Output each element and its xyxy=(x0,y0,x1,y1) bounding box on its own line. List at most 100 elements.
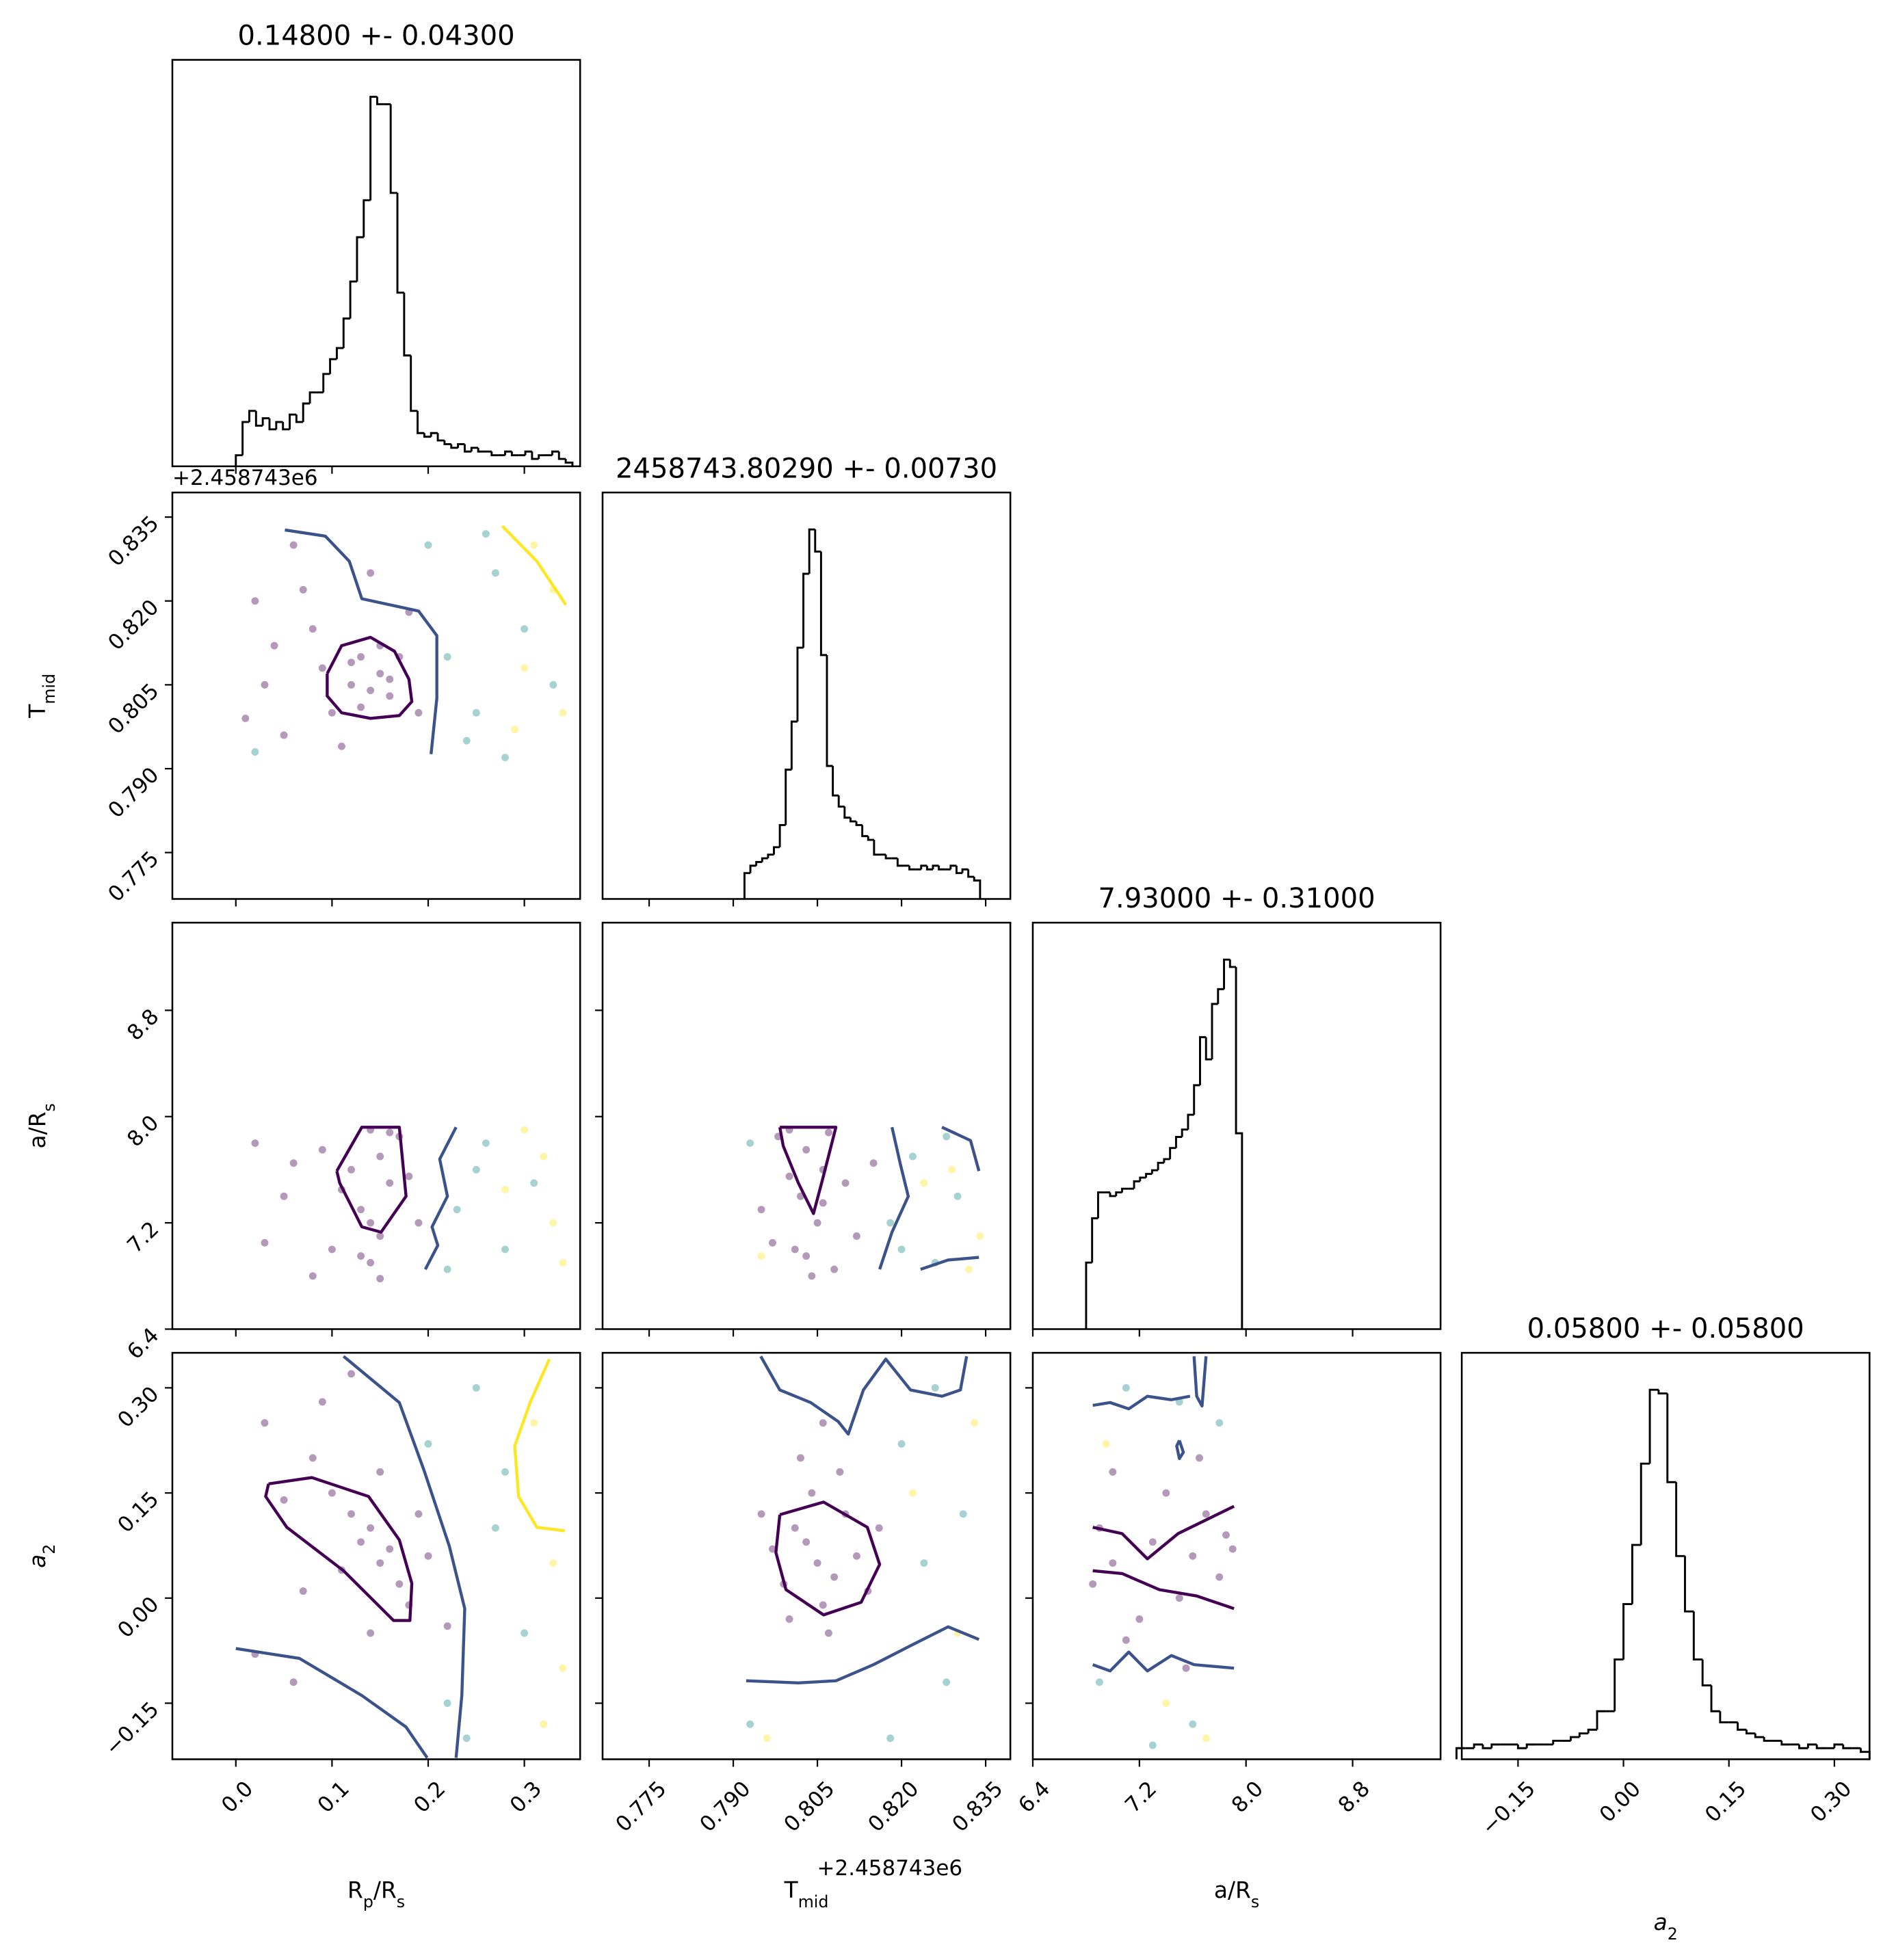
hist-step xyxy=(430,432,438,437)
sample-point xyxy=(768,1545,776,1553)
sample-point xyxy=(897,1245,906,1254)
sample-point xyxy=(1109,1468,1117,1476)
sample-point xyxy=(357,1538,365,1546)
sample-point xyxy=(367,1258,375,1267)
hist-step xyxy=(443,440,451,445)
sample-point xyxy=(785,1615,793,1623)
hist-step xyxy=(289,413,297,429)
x-tick-label: 0.790 xyxy=(695,1777,755,1837)
contour xyxy=(235,1647,429,1759)
sample-point xyxy=(909,1489,917,1497)
hist-step xyxy=(1815,1744,1826,1749)
hist-step xyxy=(1174,1136,1183,1148)
hist-step xyxy=(949,864,957,870)
sample-point xyxy=(280,1496,288,1504)
sample-point xyxy=(1122,1383,1130,1392)
sample-point xyxy=(948,1165,956,1174)
hist-step xyxy=(356,236,364,282)
hist-step xyxy=(450,444,458,449)
sample-point xyxy=(791,1524,799,1532)
hist-step xyxy=(241,421,250,455)
hist-step xyxy=(376,96,384,105)
hist-step xyxy=(1648,1388,1659,1464)
hist-step xyxy=(1842,1744,1852,1749)
offset-text: +2.458743e6 xyxy=(172,466,318,490)
contour xyxy=(920,1256,979,1271)
contour xyxy=(746,1625,980,1684)
sample-point xyxy=(943,1133,951,1141)
hist-step xyxy=(761,857,768,862)
sample-point xyxy=(1102,1440,1110,1448)
hist-step xyxy=(773,846,780,855)
hist-step xyxy=(896,858,904,867)
sample-point xyxy=(472,1383,480,1392)
axis-label-part: p xyxy=(363,1892,373,1911)
axis-label-part: 2 xyxy=(40,1544,59,1554)
sample-point xyxy=(530,541,538,549)
sample-point xyxy=(819,1601,827,1609)
sample-point xyxy=(347,1510,355,1518)
sample-point xyxy=(261,1419,269,1427)
sample-point xyxy=(511,726,519,734)
sample-point xyxy=(1162,1699,1170,1707)
hist-step xyxy=(1109,1192,1116,1197)
sample-point xyxy=(367,687,375,695)
hist-step xyxy=(1096,1191,1105,1219)
hist-step xyxy=(867,836,874,841)
hist-step xyxy=(1710,1685,1720,1712)
sample-point xyxy=(328,1245,336,1254)
sample-point xyxy=(491,1524,499,1532)
hist-step xyxy=(767,853,774,859)
hist-step xyxy=(504,450,512,455)
hist-step xyxy=(1204,1037,1213,1061)
hist-step xyxy=(873,840,880,856)
sample-point xyxy=(491,569,499,577)
y-tick-label: 0.820 xyxy=(103,595,163,655)
x-tick-label: 0.805 xyxy=(779,1777,839,1837)
hist-step xyxy=(778,823,786,847)
sample-point xyxy=(530,1419,538,1427)
sample-point xyxy=(472,708,480,717)
sample-point xyxy=(462,737,471,745)
contour xyxy=(878,1126,910,1270)
sample-point xyxy=(802,1145,811,1154)
hist-step xyxy=(282,422,290,431)
hist-step xyxy=(1482,1744,1492,1749)
hist-step xyxy=(1692,1611,1703,1661)
hist-step xyxy=(1806,1743,1817,1749)
sample-point xyxy=(521,1629,529,1637)
contour xyxy=(1092,1650,1235,1673)
contour xyxy=(1175,1440,1185,1461)
sample-point xyxy=(501,1468,509,1476)
x-axis-label: a/Rs xyxy=(1214,1877,1259,1911)
panel-title: 0.14800 +- 0.04300 xyxy=(238,21,515,52)
sample-point xyxy=(931,1383,939,1392)
hist-step xyxy=(755,861,763,866)
hist-step xyxy=(1675,1482,1685,1557)
hist-step xyxy=(1754,1733,1765,1738)
hist-step xyxy=(819,551,828,657)
sample-point xyxy=(376,1232,384,1240)
sample-point xyxy=(953,1192,962,1200)
sample-point xyxy=(1215,1419,1224,1427)
sample-point xyxy=(559,1664,567,1672)
hist-step xyxy=(832,765,839,797)
contour xyxy=(1192,1356,1208,1408)
hist-step xyxy=(524,450,532,455)
sample-point xyxy=(308,625,317,633)
sample-point xyxy=(530,1179,538,1187)
panel-frame xyxy=(171,59,581,468)
hist-step xyxy=(302,402,311,423)
axis-label-part: a/R xyxy=(25,1112,51,1149)
sample-point xyxy=(357,1252,365,1260)
sample-point xyxy=(808,1272,816,1280)
contour xyxy=(1092,1394,1191,1411)
sample-point xyxy=(472,1165,480,1174)
hist-step xyxy=(275,421,283,429)
sample-point xyxy=(299,585,307,594)
hist-step xyxy=(920,864,927,870)
x-axis-label: Tmid xyxy=(784,1877,829,1911)
hist-step xyxy=(1490,1743,1501,1749)
hist-step xyxy=(967,869,975,878)
x-tick-label: 0.3 xyxy=(505,1777,547,1818)
